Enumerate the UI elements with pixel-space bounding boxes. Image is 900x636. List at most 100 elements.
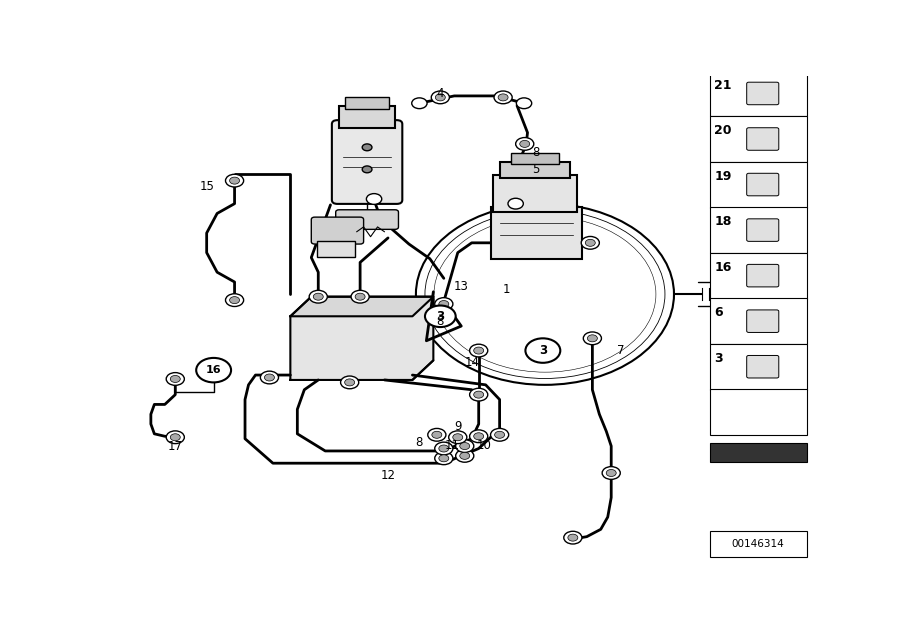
Text: 10: 10 [477,439,491,452]
Circle shape [516,137,534,150]
Text: 17: 17 [167,439,183,453]
Circle shape [356,293,365,300]
Circle shape [362,166,372,173]
FancyBboxPatch shape [709,443,806,462]
Circle shape [526,338,561,363]
Text: 16: 16 [206,365,221,375]
Circle shape [411,98,428,109]
Circle shape [588,335,598,342]
FancyBboxPatch shape [500,162,570,178]
Polygon shape [291,296,434,380]
Circle shape [473,347,483,354]
Circle shape [460,452,470,459]
Text: 9: 9 [454,420,462,433]
FancyBboxPatch shape [747,219,778,241]
FancyBboxPatch shape [492,176,577,212]
Text: 13: 13 [454,280,469,293]
Circle shape [563,531,582,544]
FancyBboxPatch shape [709,162,806,207]
Circle shape [494,91,512,104]
FancyBboxPatch shape [747,128,778,150]
Circle shape [470,344,488,357]
FancyBboxPatch shape [747,265,778,287]
FancyBboxPatch shape [491,207,582,259]
Text: 19: 19 [715,170,732,183]
FancyBboxPatch shape [709,207,806,253]
Circle shape [439,455,449,462]
Text: 20: 20 [715,124,732,137]
Circle shape [265,374,274,381]
FancyBboxPatch shape [311,217,364,244]
Circle shape [455,439,473,452]
Text: 6: 6 [715,307,723,319]
Text: 8: 8 [416,436,423,449]
Circle shape [260,371,278,384]
FancyBboxPatch shape [345,97,389,109]
Circle shape [425,305,455,327]
Text: 15: 15 [199,180,214,193]
FancyBboxPatch shape [747,173,778,196]
FancyBboxPatch shape [338,106,395,128]
Circle shape [196,358,231,382]
Text: 7: 7 [616,344,624,357]
Text: 21: 21 [715,79,732,92]
Circle shape [517,98,532,109]
Circle shape [351,290,369,303]
Circle shape [585,239,595,246]
FancyBboxPatch shape [317,240,355,258]
Circle shape [470,430,488,443]
Text: 12: 12 [381,469,395,482]
Text: 4: 4 [436,87,444,100]
Circle shape [491,429,508,441]
Circle shape [439,445,449,452]
Circle shape [449,431,467,444]
Circle shape [362,144,372,151]
Circle shape [431,91,449,104]
FancyBboxPatch shape [747,356,778,378]
Circle shape [166,373,184,385]
Circle shape [170,375,180,382]
Text: 14: 14 [464,356,479,370]
Circle shape [602,467,620,480]
FancyBboxPatch shape [709,389,806,435]
Circle shape [473,391,483,398]
FancyBboxPatch shape [747,310,778,333]
Text: 8: 8 [436,315,444,328]
Text: 3: 3 [539,344,547,357]
FancyBboxPatch shape [747,82,778,105]
Circle shape [432,431,442,438]
Circle shape [435,298,453,310]
Circle shape [473,432,483,439]
FancyBboxPatch shape [709,71,806,116]
Circle shape [568,534,578,541]
Circle shape [226,174,244,187]
FancyBboxPatch shape [709,531,806,557]
Text: 18: 18 [715,216,732,228]
Circle shape [230,296,239,303]
FancyBboxPatch shape [709,116,806,162]
Text: 3: 3 [436,310,445,323]
Circle shape [470,388,488,401]
Text: 16: 16 [715,261,732,274]
Text: 5: 5 [532,163,540,176]
Circle shape [607,469,616,476]
Circle shape [226,294,244,307]
Circle shape [453,434,463,441]
FancyBboxPatch shape [336,210,399,230]
FancyBboxPatch shape [709,252,806,299]
Circle shape [428,429,446,441]
FancyBboxPatch shape [332,120,402,204]
Circle shape [310,290,328,303]
Polygon shape [291,296,434,316]
Text: 8: 8 [532,146,540,159]
Circle shape [439,301,449,308]
Circle shape [460,443,470,450]
Circle shape [230,177,239,184]
Text: 3: 3 [715,352,723,365]
Circle shape [166,431,184,444]
Circle shape [519,141,530,148]
FancyBboxPatch shape [511,153,559,164]
Circle shape [455,450,473,462]
Circle shape [495,431,505,438]
FancyBboxPatch shape [709,298,806,344]
